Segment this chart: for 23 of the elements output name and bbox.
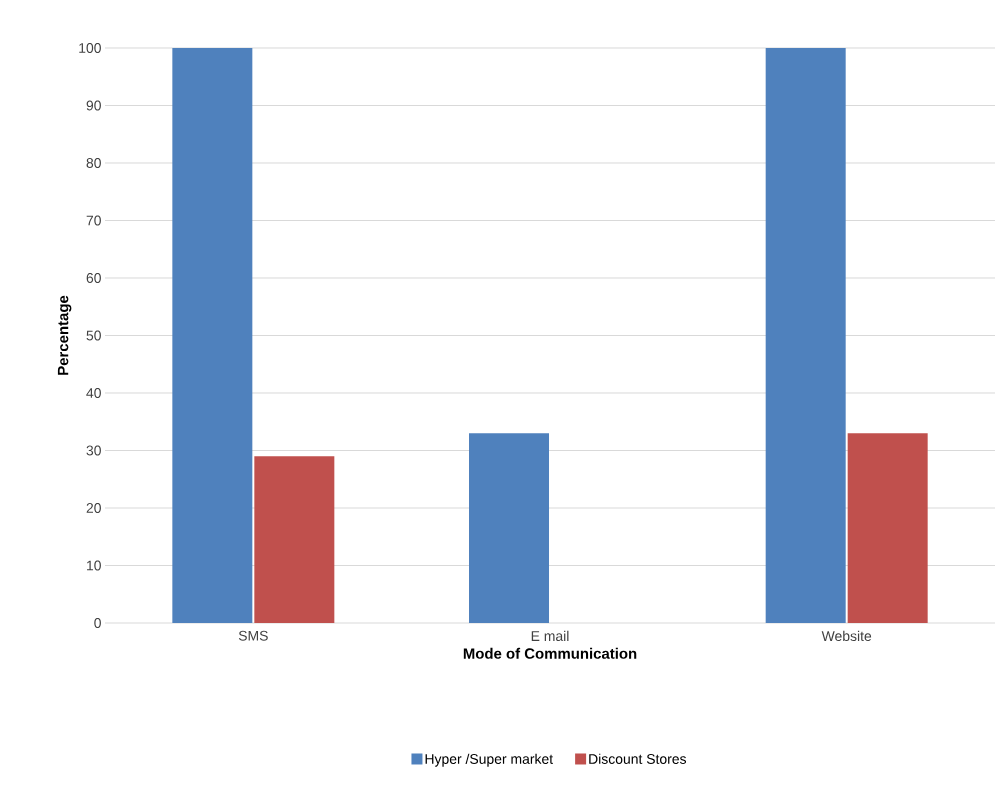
bar [254, 456, 335, 623]
bar [469, 433, 550, 623]
y-tick-label: 20 [86, 503, 101, 513]
legend-label: Discount Stores [589, 753, 687, 764]
bar [847, 433, 928, 623]
y-tick-label: 40 [86, 388, 101, 398]
y-tick-label: 50 [86, 330, 101, 341]
x-tick-label: E mail [531, 630, 569, 642]
bar [765, 47, 846, 623]
x-tick-label: Website [821, 630, 872, 642]
legend-label: Hyper /Super market [425, 753, 553, 767]
bar [172, 47, 253, 623]
x-tick-label: SMS [238, 630, 268, 641]
y-tick-label: 90 [86, 100, 101, 111]
y-tick-label: 10 [87, 560, 101, 571]
y-tick-label: 70 [86, 215, 101, 226]
y-tick-label: 60 [86, 273, 101, 283]
y-tick-label: 80 [86, 158, 101, 168]
y-tick-label: 100 [79, 43, 101, 53]
y-tick-label: 30 [86, 445, 101, 456]
y-axis-title: Percentage [57, 295, 72, 375]
y-tick-label: 0 [94, 618, 101, 628]
x-axis-title: Mode of Communication [463, 647, 637, 659]
